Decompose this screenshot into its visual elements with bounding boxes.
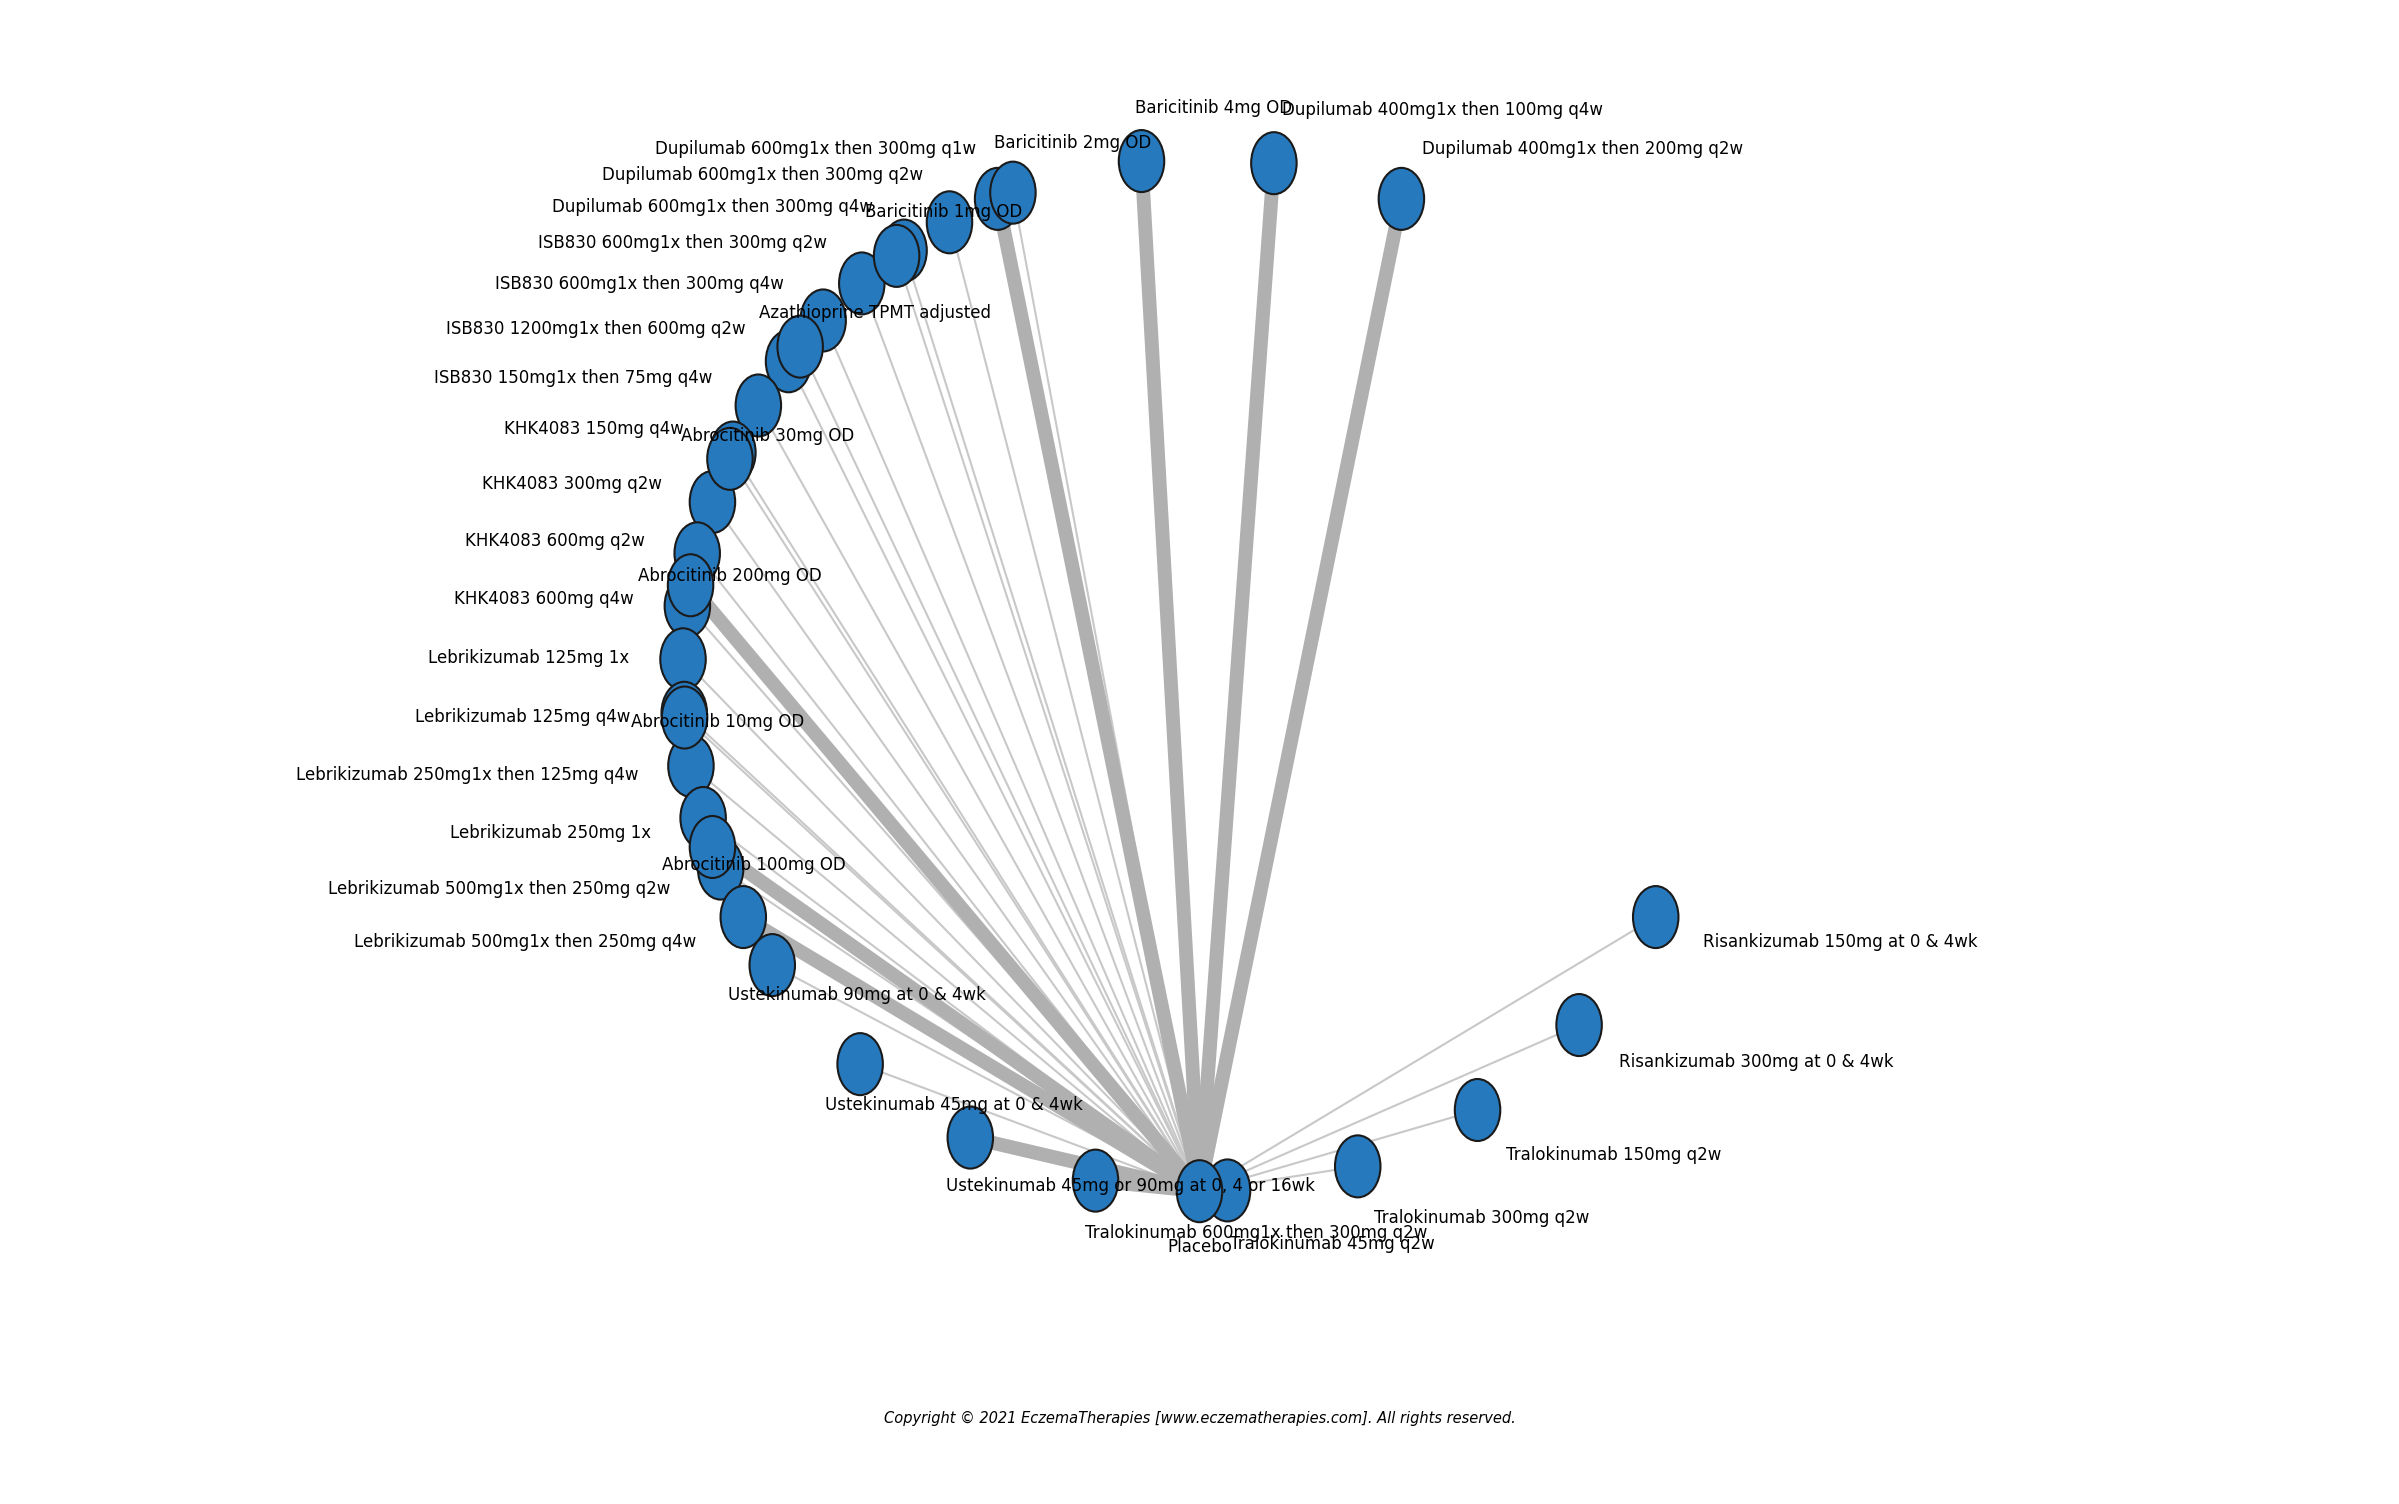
Ellipse shape — [991, 161, 1036, 224]
Ellipse shape — [1454, 1078, 1499, 1142]
Ellipse shape — [1379, 168, 1425, 230]
Ellipse shape — [674, 522, 720, 585]
Ellipse shape — [669, 735, 713, 797]
Ellipse shape — [974, 168, 1020, 230]
Text: Lebrikizumab 125mg 1x: Lebrikizumab 125mg 1x — [427, 648, 629, 666]
Text: Dupilumab 600mg1x then 300mg q1w: Dupilumab 600mg1x then 300mg q1w — [655, 140, 976, 158]
Text: KHK4083 600mg q2w: KHK4083 600mg q2w — [465, 532, 645, 550]
Ellipse shape — [1118, 129, 1164, 193]
Text: Azathioprine TPMT adjusted: Azathioprine TPMT adjusted — [758, 304, 991, 322]
Ellipse shape — [777, 316, 823, 378]
Ellipse shape — [720, 886, 765, 948]
Text: Tralokinumab 300mg q2w: Tralokinumab 300mg q2w — [1375, 1209, 1591, 1227]
Ellipse shape — [660, 629, 705, 690]
Text: Lebrikizumab 250mg1x then 125mg q4w: Lebrikizumab 250mg1x then 125mg q4w — [295, 767, 638, 785]
Ellipse shape — [736, 374, 782, 436]
Text: Placebo: Placebo — [1166, 1238, 1233, 1256]
Ellipse shape — [873, 226, 919, 287]
Ellipse shape — [840, 253, 885, 314]
Text: Baricitinib 1mg OD: Baricitinib 1mg OD — [866, 203, 1022, 221]
Text: Baricitinib 4mg OD: Baricitinib 4mg OD — [1135, 99, 1293, 117]
Text: Lebrikizumab 500mg1x then 250mg q4w: Lebrikizumab 500mg1x then 250mg q4w — [353, 934, 696, 952]
Text: ISB830 600mg1x then 300mg q4w: ISB830 600mg1x then 300mg q4w — [494, 275, 784, 293]
Text: Tralokinumab 600mg1x then 300mg q2w: Tralokinumab 600mg1x then 300mg q2w — [1084, 1224, 1427, 1242]
Text: Abrocitinib 10mg OD: Abrocitinib 10mg OD — [631, 713, 804, 731]
Ellipse shape — [1072, 1149, 1118, 1212]
Text: Copyright © 2021 EczemaTherapies [www.eczematherapies.com]. All rights reserved.: Copyright © 2021 EczemaTherapies [www.ec… — [883, 1411, 1516, 1426]
Ellipse shape — [1634, 886, 1679, 948]
Text: KHK4083 300mg q2w: KHK4083 300mg q2w — [482, 475, 662, 493]
Ellipse shape — [880, 220, 926, 281]
Text: Risankizumab 300mg at 0 & 4wk: Risankizumab 300mg at 0 & 4wk — [1619, 1053, 1893, 1071]
Ellipse shape — [681, 787, 727, 848]
Ellipse shape — [837, 1033, 883, 1095]
Ellipse shape — [1252, 132, 1295, 194]
Ellipse shape — [1557, 994, 1603, 1056]
Ellipse shape — [1204, 1160, 1250, 1221]
Text: Abrocitinib 100mg OD: Abrocitinib 100mg OD — [662, 856, 844, 874]
Ellipse shape — [710, 421, 756, 484]
Text: Dupilumab 600mg1x then 300mg q4w: Dupilumab 600mg1x then 300mg q4w — [552, 197, 873, 215]
Ellipse shape — [662, 686, 708, 749]
Ellipse shape — [689, 817, 734, 878]
Text: Abrocitinib 30mg OD: Abrocitinib 30mg OD — [681, 427, 854, 445]
Ellipse shape — [948, 1107, 993, 1169]
Ellipse shape — [748, 934, 794, 996]
Text: Lebrikizumab 250mg 1x: Lebrikizumab 250mg 1x — [451, 824, 653, 842]
Text: ISB830 600mg1x then 300mg q2w: ISB830 600mg1x then 300mg q2w — [537, 233, 828, 251]
Ellipse shape — [1334, 1136, 1379, 1197]
Text: Dupilumab 600mg1x then 300mg q2w: Dupilumab 600mg1x then 300mg q2w — [602, 167, 924, 185]
Ellipse shape — [1178, 1160, 1221, 1223]
Ellipse shape — [662, 681, 708, 744]
Ellipse shape — [665, 575, 710, 636]
Ellipse shape — [926, 191, 972, 253]
Text: Dupilumab 400mg1x then 200mg q2w: Dupilumab 400mg1x then 200mg q2w — [1423, 140, 1744, 158]
Text: ISB830 1200mg1x then 600mg q2w: ISB830 1200mg1x then 600mg q2w — [446, 320, 746, 338]
Text: ISB830 150mg1x then 75mg q4w: ISB830 150mg1x then 75mg q4w — [434, 368, 713, 387]
Text: KHK4083 600mg q4w: KHK4083 600mg q4w — [453, 590, 633, 608]
Text: Risankizumab 150mg at 0 & 4wk: Risankizumab 150mg at 0 & 4wk — [1703, 934, 1977, 952]
Text: Ustekinumab 90mg at 0 & 4wk: Ustekinumab 90mg at 0 & 4wk — [727, 987, 986, 1005]
Ellipse shape — [708, 427, 753, 490]
Ellipse shape — [698, 838, 744, 899]
Text: Lebrikizumab 125mg q4w: Lebrikizumab 125mg q4w — [415, 708, 631, 726]
Ellipse shape — [765, 331, 811, 393]
Text: Ustekinumab 45mg at 0 & 4wk: Ustekinumab 45mg at 0 & 4wk — [825, 1095, 1082, 1113]
Text: Lebrikizumab 500mg1x then 250mg q2w: Lebrikizumab 500mg1x then 250mg q2w — [329, 880, 672, 898]
Ellipse shape — [689, 471, 734, 532]
Ellipse shape — [801, 289, 847, 352]
Text: Ustekinumab 45mg or 90mg at 0, 4 or 16wk: Ustekinumab 45mg or 90mg at 0, 4 or 16wk — [948, 1176, 1315, 1194]
Ellipse shape — [667, 555, 713, 617]
Text: KHK4083 150mg q4w: KHK4083 150mg q4w — [504, 421, 684, 439]
Text: Baricitinib 2mg OD: Baricitinib 2mg OD — [993, 134, 1152, 152]
Text: Abrocitinib 200mg OD: Abrocitinib 200mg OD — [638, 567, 820, 585]
Text: Dupilumab 400mg1x then 100mg q4w: Dupilumab 400mg1x then 100mg q4w — [1281, 101, 1603, 119]
Text: Tralokinumab 150mg q2w: Tralokinumab 150mg q2w — [1507, 1146, 1722, 1164]
Text: Tralokinumab 45mg q2w: Tralokinumab 45mg q2w — [1231, 1235, 1435, 1253]
